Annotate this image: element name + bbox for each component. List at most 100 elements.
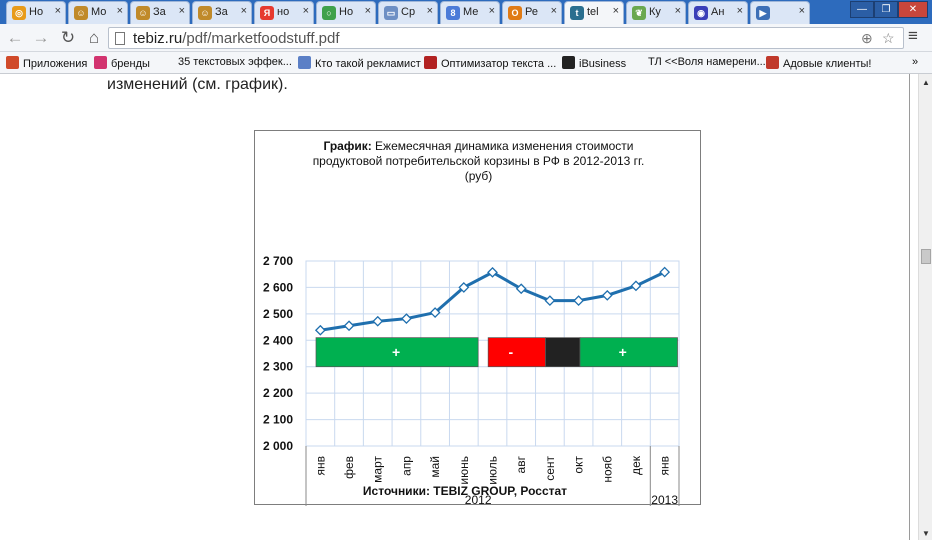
tab-7[interactable]: 8 Ме × bbox=[440, 1, 500, 24]
tab-title: Ср bbox=[401, 6, 416, 18]
line-chart: 2 000 2 100 2 200 2 300 2 400 2 500 2 600 2 700… bbox=[263, 254, 680, 506]
y-tick-label: 2 600 bbox=[263, 280, 293, 294]
bookmarks-overflow-icon[interactable]: » bbox=[912, 56, 919, 68]
tab-5[interactable]: ○ Но × bbox=[316, 1, 376, 24]
chart-title-line2: продуктовой потребительской корзины в РФ… bbox=[312, 154, 645, 168]
bookmark-item[interactable]: Оптимизатор текста ... bbox=[424, 56, 556, 70]
tab-1[interactable]: ☺ Мо × bbox=[68, 1, 128, 24]
close-tab-icon[interactable]: × bbox=[54, 5, 61, 17]
x-tick-label: дек bbox=[629, 455, 643, 475]
scrollbar[interactable]: ▲ ▼ bbox=[918, 74, 932, 540]
scroll-down-icon[interactable]: ▼ bbox=[922, 529, 930, 538]
bookmark-item[interactable]: iBusiness bbox=[562, 56, 626, 70]
tab-11[interactable]: ◉ Ан × bbox=[688, 1, 748, 24]
tab-title: Но bbox=[339, 6, 354, 18]
close-tab-icon[interactable]: × bbox=[240, 5, 247, 17]
brand-icon bbox=[94, 56, 107, 69]
leaf-icon: ❦ bbox=[632, 6, 646, 20]
google-plus-icon: 8 bbox=[446, 6, 460, 20]
close-tab-icon[interactable]: × bbox=[612, 5, 619, 17]
hobbit-icon: ☺ bbox=[198, 6, 212, 20]
close-tab-icon[interactable]: × bbox=[116, 5, 123, 17]
reload-button[interactable]: ↻ bbox=[60, 28, 76, 47]
close-tab-icon[interactable]: × bbox=[178, 5, 185, 17]
y-tick-label: 2 300 bbox=[263, 360, 293, 374]
close-window-button[interactable]: ✕ bbox=[898, 1, 928, 18]
bookmark-item[interactable]: Приложения bbox=[6, 56, 87, 70]
fox-icon bbox=[766, 56, 779, 69]
address-bar[interactable]: tebiz.ru/pdf/marketfoodstuff.pdf ⊕ ☆ bbox=[108, 27, 904, 49]
bookmark-item[interactable]: Адовые клиенты! bbox=[766, 56, 872, 70]
scroll-thumb[interactable] bbox=[921, 249, 931, 264]
ring-icon: ○ bbox=[322, 6, 336, 20]
x-tick-label: янв bbox=[658, 456, 672, 476]
chart-title-rest: Ежемесячная динамика изменения стоимости bbox=[371, 139, 634, 153]
close-tab-icon[interactable]: × bbox=[426, 5, 433, 17]
year-label: 2012 bbox=[465, 493, 492, 506]
data-point bbox=[429, 307, 441, 318]
band-label: + bbox=[619, 344, 627, 360]
y-tick-label: 2 400 bbox=[263, 333, 293, 347]
tab-12[interactable]: ▶ × bbox=[750, 1, 810, 24]
tab-title: Ку bbox=[649, 6, 661, 18]
home-button[interactable]: ⌂ bbox=[88, 28, 100, 47]
x-tick-label: июнь bbox=[457, 456, 471, 485]
year-label: 2013 bbox=[651, 493, 678, 506]
close-tab-icon[interactable]: × bbox=[736, 5, 743, 17]
tab-6[interactable]: ▭ Ср × bbox=[378, 1, 438, 24]
zoom-icon[interactable]: ⊕ bbox=[861, 30, 873, 46]
y-tick-label: 2 100 bbox=[263, 413, 293, 427]
tab-2[interactable]: ☺ За × bbox=[130, 1, 190, 24]
image-icon: ▭ bbox=[384, 6, 398, 20]
tab-title: За bbox=[153, 6, 166, 18]
star-icon[interactable]: ☆ bbox=[882, 30, 895, 46]
y-tick-label: 2 700 bbox=[263, 254, 293, 268]
seo-icon bbox=[424, 56, 437, 69]
close-tab-icon[interactable]: × bbox=[364, 5, 371, 17]
tab-3[interactable]: ☺ За × bbox=[192, 1, 252, 24]
x-tick-label: окт bbox=[572, 456, 586, 474]
bookmark-item[interactable]: бренды bbox=[94, 56, 150, 70]
close-tab-icon[interactable]: × bbox=[488, 5, 495, 17]
tab-0[interactable]: ◎ Но × bbox=[6, 1, 66, 24]
bookmark-label: iBusiness bbox=[579, 58, 627, 70]
restore-button[interactable]: ❐ bbox=[874, 1, 898, 18]
x-tick-label: апр bbox=[399, 456, 413, 476]
x-tick-label: янв bbox=[313, 456, 327, 476]
chart-source: Источники: TEBIZ GROUP, Росстат bbox=[362, 484, 568, 498]
bookmark-label: Приложения bbox=[23, 58, 88, 70]
data-point bbox=[372, 315, 384, 327]
data-point bbox=[314, 324, 326, 336]
tab-8[interactable]: O Ре × bbox=[502, 1, 562, 24]
x-tick-label: сент bbox=[543, 455, 557, 480]
data-point bbox=[630, 280, 642, 292]
bookmark-item[interactable]: 35 текстовых эффек... bbox=[178, 56, 292, 68]
close-tab-icon[interactable]: × bbox=[550, 5, 557, 17]
chrome-site-icon: ◎ bbox=[12, 6, 26, 20]
menu-icon[interactable]: ≡ bbox=[908, 26, 918, 45]
url-text[interactable]: tebiz.ru/pdf/marketfoodstuff.pdf bbox=[133, 30, 340, 47]
tab-9[interactable]: t tel × bbox=[564, 1, 624, 24]
url-domain: tebiz.ru bbox=[133, 30, 183, 47]
band-segment bbox=[487, 337, 546, 368]
bookmark-item[interactable]: Кто такой рекламист bbox=[298, 56, 421, 70]
bookmark-label: ТЛ <<Воля намерени... bbox=[648, 56, 766, 68]
forward-button[interactable]: → bbox=[32, 28, 50, 47]
tab-10[interactable]: ❦ Ку × bbox=[626, 1, 686, 24]
hobbit-icon: ☺ bbox=[136, 6, 150, 20]
browser-toolbar: ← → ↻ ⌂ tebiz.ru/pdf/marketfoodstuff.pdf… bbox=[0, 24, 932, 52]
close-tab-icon[interactable]: × bbox=[798, 5, 805, 17]
chart-title-lead: График: bbox=[323, 139, 372, 153]
back-button[interactable]: ← bbox=[6, 28, 24, 47]
minimize-button[interactable]: — bbox=[850, 1, 874, 18]
bookmark-item[interactable]: ТЛ <<Воля намерени... bbox=[648, 56, 766, 68]
close-tab-icon[interactable]: × bbox=[302, 5, 309, 17]
data-point bbox=[573, 295, 584, 307]
close-tab-icon[interactable]: × bbox=[674, 5, 681, 17]
scroll-up-icon[interactable]: ▲ bbox=[922, 78, 930, 87]
data-point bbox=[401, 313, 412, 325]
yandex-icon: Я bbox=[260, 6, 274, 20]
tab-title: За bbox=[215, 6, 228, 18]
